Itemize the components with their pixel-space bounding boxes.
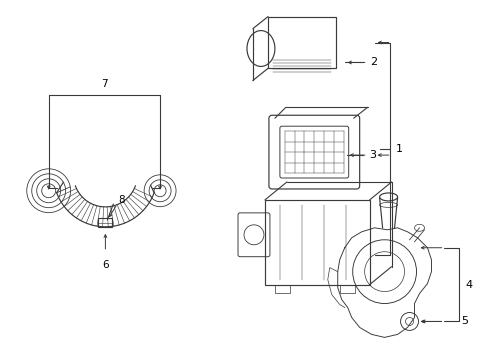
Text: 4: 4: [465, 280, 471, 289]
Text: 7: 7: [101, 79, 107, 89]
Text: 5: 5: [461, 316, 468, 327]
Bar: [274, 285, 289, 293]
Bar: [339, 285, 354, 293]
Bar: [264, 200, 369, 285]
Bar: [98, 218, 112, 227]
Bar: [267, 17, 335, 68]
Text: 8: 8: [118, 195, 125, 205]
Text: 3: 3: [369, 150, 376, 160]
Text: 1: 1: [395, 144, 402, 154]
Text: 2: 2: [369, 58, 376, 67]
Text: 6: 6: [102, 260, 108, 270]
